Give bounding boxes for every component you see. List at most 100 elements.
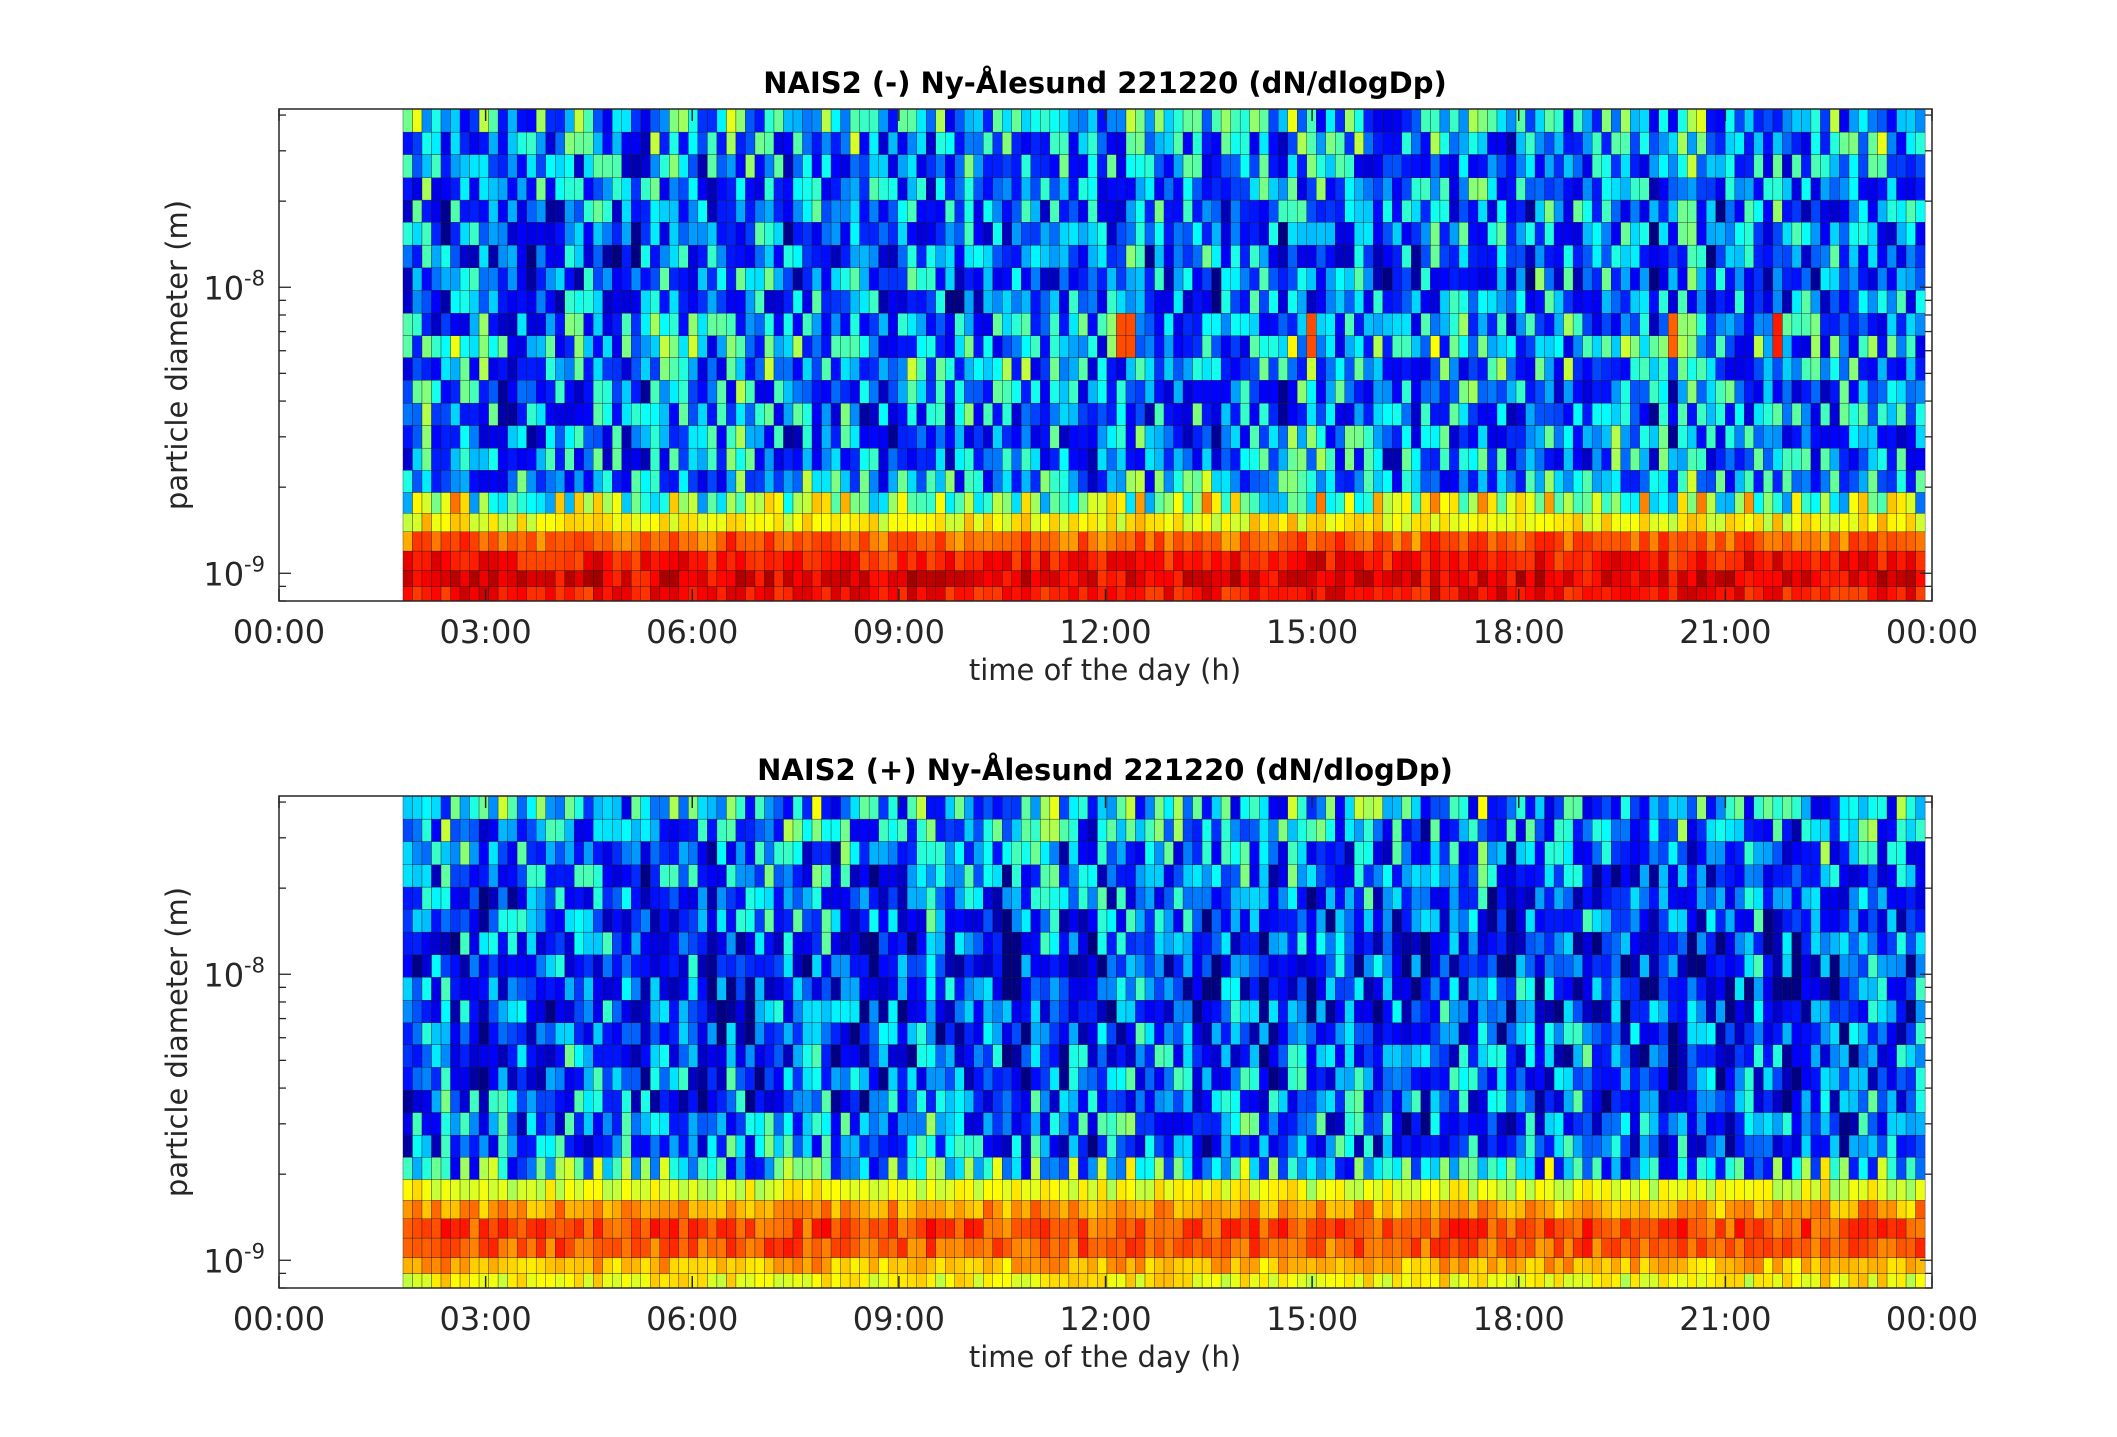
heatmap-cell: [1068, 108, 1079, 133]
heatmap-cell: [621, 357, 632, 381]
heatmap-cell: [1087, 131, 1098, 155]
heatmap-cell: [859, 531, 870, 552]
heatmap-cell: [1268, 447, 1279, 471]
heatmap-cell: [431, 1089, 442, 1113]
heatmap-cell: [1211, 177, 1222, 201]
heatmap-cell: [621, 222, 632, 246]
heatmap-cell: [1791, 447, 1802, 471]
heatmap-cell: [1316, 492, 1326, 514]
heatmap-cell: [688, 108, 699, 133]
heatmap-cell: [1468, 470, 1479, 493]
heatmap-cell: [1696, 425, 1707, 449]
heatmap-cell: [1915, 335, 1926, 358]
heatmap-cell: [640, 1112, 651, 1136]
heatmap-cell: [983, 470, 993, 493]
heatmap-cell: [555, 313, 565, 336]
heatmap-cell: [745, 357, 756, 381]
heatmap-cell: [602, 531, 613, 552]
heatmap-cell: [688, 154, 699, 178]
heatmap-cell: [640, 1022, 651, 1045]
heatmap-cell: [440, 447, 451, 471]
heatmap-cell: [878, 909, 889, 933]
heatmap-cell: [1249, 199, 1260, 223]
heatmap-cell: [1582, 357, 1593, 381]
heatmap-cell: [1059, 131, 1070, 155]
heatmap-cell: [507, 954, 518, 978]
heatmap-cell: [1211, 131, 1222, 155]
heatmap-cell: [1553, 267, 1564, 291]
heatmap-cell: [1059, 177, 1070, 201]
heatmap-cell: [992, 357, 1003, 381]
heatmap-cell: [488, 357, 499, 381]
heatmap-cell: [507, 244, 518, 268]
heatmap-cell: [1649, 492, 1659, 514]
heatmap-cell: [1192, 335, 1203, 358]
heatmap-cell: [1810, 513, 1821, 532]
heatmap-cell: [621, 335, 632, 358]
heatmap-cell: [735, 1257, 746, 1274]
heatmap-cell: [830, 1237, 841, 1258]
heatmap-cell: [1040, 222, 1051, 246]
heatmap-cell: [1230, 586, 1241, 602]
heatmap-cell: [1316, 313, 1326, 336]
heatmap-cell: [1544, 531, 1555, 552]
heatmap-cell: [526, 1237, 537, 1258]
heatmap-cell: [412, 1218, 423, 1239]
heatmap-cell: [593, 1044, 603, 1068]
heatmap-cell: [1772, 380, 1783, 404]
heatmap-cell: [1097, 313, 1108, 336]
heatmap-cell: [1392, 402, 1403, 426]
heatmap-cell: [1325, 492, 1336, 514]
heatmap-cell: [1706, 357, 1716, 381]
heatmap-cell: [669, 199, 680, 223]
heatmap-cell: [564, 1000, 575, 1023]
heatmap-cell: [697, 177, 708, 201]
heatmap-cell: [754, 492, 765, 514]
heatmap-cell: [1125, 222, 1136, 246]
heatmap-cell: [421, 550, 432, 571]
heatmap-cell: [1344, 586, 1355, 602]
heatmap-cell: [1192, 154, 1203, 178]
heatmap-cell: [973, 531, 984, 552]
heatmap-cell: [1449, 513, 1460, 532]
heatmap-cell: [478, 222, 489, 246]
heatmap-cell: [688, 199, 699, 223]
heatmap-cell: [716, 267, 727, 291]
heatmap-cell: [1867, 131, 1878, 155]
heatmap-cell: [1087, 357, 1098, 381]
heatmap-cell: [1173, 177, 1184, 201]
heatmap-cell: [707, 1134, 718, 1158]
heatmap-cell: [678, 886, 689, 910]
heatmap-cell: [1658, 290, 1669, 314]
heatmap-cell: [593, 586, 603, 602]
heatmap-cell: [564, 586, 575, 602]
heatmap-cell: [1040, 586, 1051, 602]
heatmap-cell: [1915, 470, 1926, 493]
heatmap-cell: [555, 380, 565, 404]
heatmap-cell: [659, 841, 670, 865]
heatmap-cell: [1801, 357, 1812, 381]
heatmap-cell: [469, 954, 480, 978]
heatmap-cell: [811, 402, 822, 426]
heatmap-cell: [602, 1022, 613, 1045]
heatmap-cell: [526, 154, 537, 178]
heatmap-cell: [773, 425, 784, 449]
heatmap-cell: [897, 335, 908, 358]
heatmap-cell: [564, 1112, 575, 1136]
heatmap-cell: [1220, 335, 1231, 358]
heatmap-cell: [564, 402, 575, 426]
heatmap-cell: [535, 841, 546, 865]
heatmap-cell: [1668, 586, 1678, 602]
heatmap-cell: [612, 931, 622, 955]
heatmap-cell: [1715, 222, 1726, 246]
heatmap-cell: [1030, 177, 1041, 201]
heatmap-cell: [1715, 531, 1726, 552]
heatmap-cell: [431, 795, 442, 820]
heatmap-cell: [640, 1067, 651, 1091]
heatmap-cell: [450, 931, 461, 955]
heatmap-cell: [1801, 154, 1812, 178]
heatmap-cell: [1630, 244, 1640, 268]
heatmap-cell: [669, 1273, 680, 1289]
heatmap-cell: [1420, 290, 1431, 314]
heatmap-cell: [612, 1257, 622, 1274]
